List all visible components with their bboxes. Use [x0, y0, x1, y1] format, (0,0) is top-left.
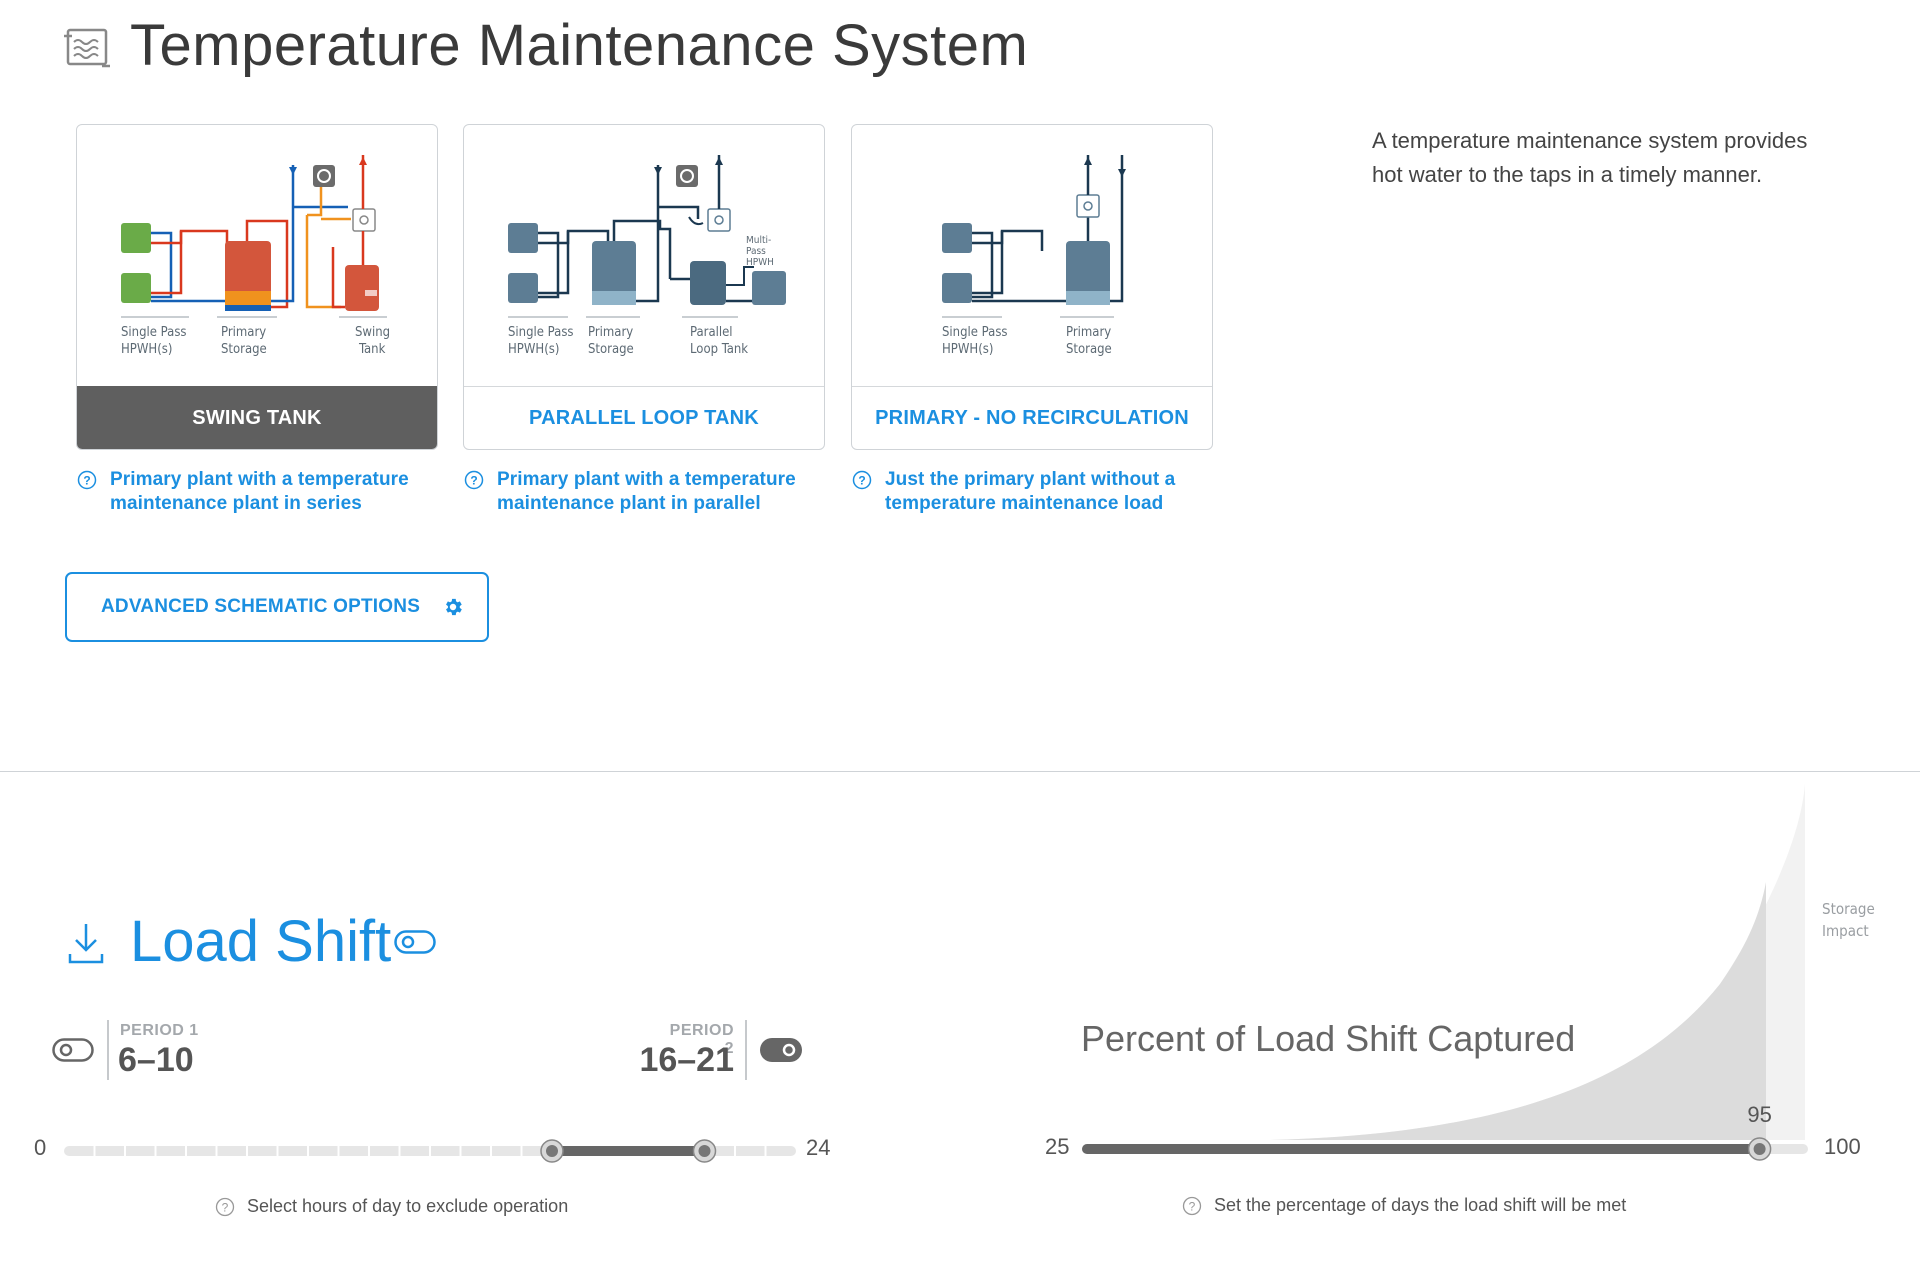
swing-tank-label: SWING TANK	[77, 386, 437, 449]
storage-impact-label-line1: Storage	[1822, 900, 1875, 918]
advanced-options-label: ADVANCED SCHEMATIC OPTIONS	[101, 596, 421, 617]
hours-slider-range	[552, 1146, 705, 1156]
diagram-label-hpwh-2: HPWH(s)	[942, 342, 993, 357]
multipass-label-1: Multi-	[746, 235, 771, 246]
percent-slider-handle[interactable]	[1747, 1137, 1772, 1161]
diagram-label-storage-1: Primary	[1066, 325, 1111, 340]
diagram-label-hpwh-2: HPWH(s)	[508, 342, 559, 357]
multipass-label-3: HPWH	[746, 257, 774, 268]
period-1-toggle[interactable]	[52, 1038, 94, 1062]
period-2-value: 16–21	[639, 1041, 734, 1079]
percent-slider-range	[1082, 1144, 1760, 1154]
help-icon[interactable]: ?	[1182, 1196, 1202, 1216]
system-description: A temperature maintenance system provide…	[1372, 128, 1808, 187]
download-arrow-icon	[68, 924, 104, 964]
diagram-label-hpwh-1: Single Pass	[942, 325, 1008, 340]
help-icon[interactable]: ?	[215, 1197, 235, 1217]
no-recirculation-description: ? Just the primary plant without a tempe…	[852, 468, 1192, 516]
swing-tank-diagram: Single Pass HPWH(s) Primary Storage Swin…	[121, 155, 390, 357]
swing-tank-description-text: Primary plant with a temperature mainten…	[110, 469, 409, 514]
no-recirculation-diagram: Single Pass HPWH(s) Primary Storage	[942, 155, 1126, 357]
percent-min-label: 25	[1045, 1134, 1070, 1159]
section-divider	[0, 771, 1920, 772]
load-shift-title: Load Shift	[130, 909, 392, 974]
diagram-label-swing-1: Swing	[355, 325, 390, 340]
hours-slider[interactable]	[62, 1132, 798, 1168]
storage-impact-curve	[1270, 784, 1805, 1140]
hours-slider-handle-start[interactable]	[540, 1139, 564, 1163]
period-2-toggle[interactable]	[760, 1038, 802, 1062]
period-1-label: PERIOD 1	[120, 1022, 199, 1039]
schematic-card-no-recirculation[interactable]: Single Pass HPWH(s) Primary Storage PRIM…	[851, 124, 1213, 450]
diagram-label-hpwh-1: Single Pass	[121, 325, 187, 340]
water-heater-icon	[64, 28, 110, 68]
period-1-value: 6–10	[118, 1041, 194, 1079]
svg-text:?: ?	[83, 474, 90, 488]
diagram-label-storage-2: Storage	[221, 342, 267, 357]
help-icon[interactable]: ?	[77, 470, 97, 490]
parallel-loop-diagram: Multi- Pass HPWH Single Pass HPWH(s) Pri…	[508, 155, 786, 357]
svg-text:?: ?	[1189, 1199, 1196, 1213]
storage-impact-label-line2: Impact	[1822, 922, 1869, 940]
parallel-loop-description: ? Primary plant with a temperature maint…	[464, 468, 804, 516]
diagram-label-storage-1: Primary	[588, 325, 633, 340]
diagram-label-storage-1: Primary	[221, 325, 266, 340]
diagram-label-hpwh-2: HPWH(s)	[121, 342, 172, 357]
help-icon[interactable]: ?	[852, 470, 872, 490]
page-title: Temperature Maintenance System	[130, 13, 1029, 78]
period-1-separator	[107, 1020, 109, 1080]
storage-impact-label: Storage Impact	[1822, 898, 1875, 942]
schematic-card-parallel-loop[interactable]: Multi- Pass HPWH Single Pass HPWH(s) Pri…	[463, 124, 825, 450]
svg-text:?: ?	[858, 474, 865, 488]
diagram-label-loop-2: Loop Tank	[690, 342, 748, 357]
diagram-label-storage-2: Storage	[588, 342, 634, 357]
diagram-label-storage-2: Storage	[1066, 342, 1112, 357]
diagram-label-swing-2: Tank	[358, 342, 386, 357]
hours-min-label: 0	[34, 1135, 47, 1160]
percent-max-label: 100	[1824, 1134, 1861, 1159]
hours-help: ? Select hours of day to exclude operati…	[215, 1196, 568, 1217]
percent-value-label: 95	[1747, 1102, 1771, 1127]
percent-slider[interactable]: 95	[1080, 1100, 1810, 1166]
multipass-label-2: Pass	[746, 246, 766, 257]
parallel-loop-label: PARALLEL LOOP TANK	[464, 386, 824, 449]
period-2-label: PERIOD 2	[669, 1022, 734, 1057]
diagram-label-loop-1: Parallel	[690, 325, 733, 340]
parallel-loop-description-text: Primary plant with a temperature mainten…	[497, 469, 796, 514]
percent-help-text: Set the percentage of days the load shif…	[1214, 1195, 1627, 1215]
period-2-separator	[745, 1020, 747, 1080]
advanced-schematic-options-button[interactable]: ADVANCED SCHEMATIC OPTIONS	[65, 572, 489, 642]
hours-slider-handle-end[interactable]	[692, 1139, 717, 1163]
no-recirculation-label: PRIMARY - NO RECIRCULATION	[852, 386, 1212, 449]
hours-max-label: 24	[806, 1135, 831, 1160]
percent-title: Percent of Load Shift Captured	[1081, 1018, 1576, 1059]
schematic-card-swing-tank[interactable]: Single Pass HPWH(s) Primary Storage Swin…	[76, 124, 438, 450]
help-icon[interactable]: ?	[464, 470, 484, 490]
gear-icon	[446, 598, 462, 616]
swing-tank-description: ? Primary plant with a temperature maint…	[77, 468, 417, 516]
svg-text:?: ?	[470, 474, 477, 488]
hours-help-text: Select hours of day to exclude operation	[247, 1196, 569, 1216]
percent-help: ? Set the percentage of days the load sh…	[1182, 1195, 1626, 1216]
diagram-label-hpwh-1: Single Pass	[508, 325, 574, 340]
load-shift-toggle[interactable]	[394, 930, 436, 954]
svg-text:?: ?	[222, 1200, 229, 1214]
no-recirculation-description-text: Just the primary plant without a tempera…	[885, 469, 1176, 514]
